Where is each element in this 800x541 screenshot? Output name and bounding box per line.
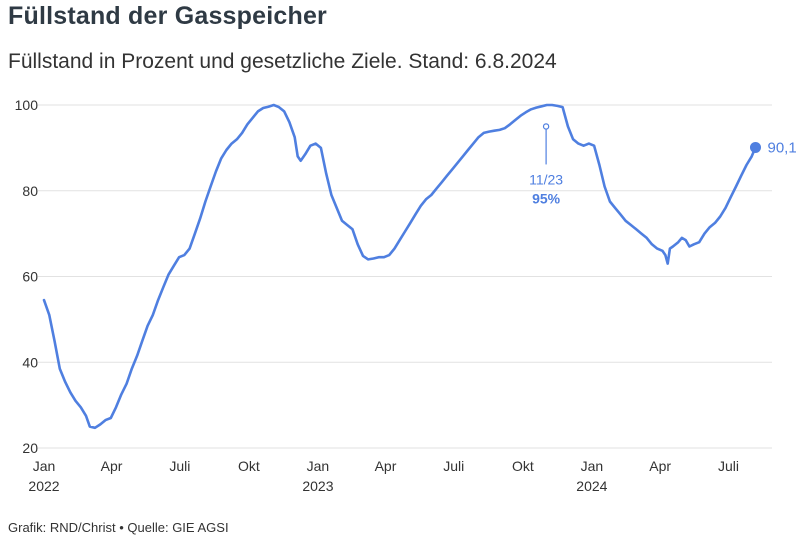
annotation-value-label: 95% xyxy=(532,190,561,206)
x-tick-label: Jan xyxy=(307,458,330,474)
series-layer xyxy=(42,103,757,430)
y-tick-label: 20 xyxy=(22,440,38,456)
annotation-date-label: 11/23 xyxy=(529,171,563,187)
y-tick-label: 60 xyxy=(22,269,38,285)
x-tick-year-label: 2023 xyxy=(302,478,333,494)
x-tick-label: Juli xyxy=(718,458,739,474)
y-tick-label: 40 xyxy=(22,354,38,370)
x-tick-label: Jan xyxy=(581,458,604,474)
gridlines xyxy=(38,104,772,449)
x-tick-year-label: 2022 xyxy=(28,478,59,494)
y-axis-ticks: 20 40 60 80 100 xyxy=(15,97,39,456)
x-tick-year-label: 2024 xyxy=(576,478,607,494)
x-tick-label: Apr xyxy=(649,458,671,474)
x-tick-label: Apr xyxy=(101,458,123,474)
x-tick-label: Okt xyxy=(238,458,260,474)
x-tick-label: Okt xyxy=(512,458,534,474)
x-tick-label: Juli xyxy=(443,458,464,474)
y-tick-label: 80 xyxy=(22,183,38,199)
x-tick-label: Juli xyxy=(169,458,190,474)
chart-subtitle: Füllstand in Prozent und gesetzliche Zie… xyxy=(8,50,557,73)
end-point-marker xyxy=(749,141,761,153)
end-value-label: 90,1 xyxy=(767,139,796,156)
annotations: 11/23 95% 90,1 xyxy=(529,123,797,206)
source-credit: Grafik: RND/Christ • Quelle: GIE AGSI xyxy=(8,520,229,535)
series-line-fuellstand xyxy=(42,103,757,430)
x-tick-label: Jan xyxy=(33,458,56,474)
x-axis-ticks: Jan 2022 Apr Juli Okt Jan 2023 Apr Juli Okt Jan 202… xyxy=(28,458,739,494)
x-tick-label: Apr xyxy=(375,458,397,474)
y-tick-label: 100 xyxy=(15,97,39,113)
chart-title: Füllstand der Gasspeicher xyxy=(8,2,327,30)
annotation-marker xyxy=(542,123,550,130)
